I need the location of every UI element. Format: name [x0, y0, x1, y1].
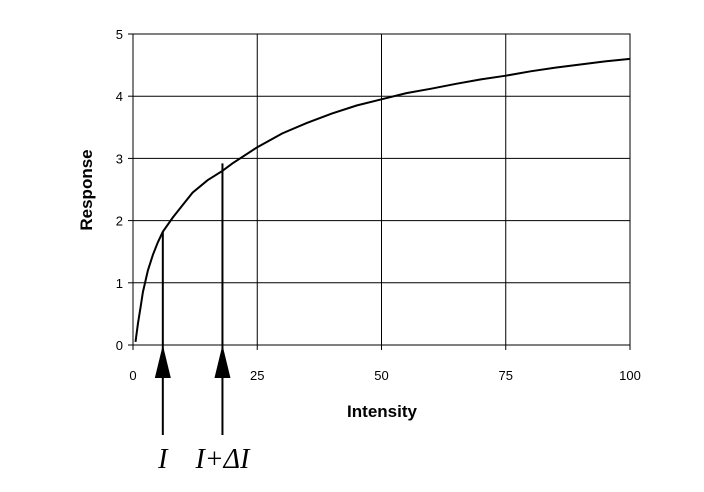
x-axis-ticks: 0 25 50 75 100	[129, 345, 641, 383]
y-tick-label: 3	[116, 151, 123, 166]
arrow-up-icon	[154, 345, 171, 378]
arrow-up-icon	[214, 345, 231, 378]
x-tick-label: 25	[250, 368, 264, 383]
x-tick-label: 0	[129, 368, 136, 383]
grid	[132, 33, 631, 346]
x-tick-label: 75	[499, 368, 513, 383]
x-axis-title: Intensity	[347, 402, 417, 421]
x-tick-label: 50	[374, 368, 388, 383]
y-tick-label: 2	[116, 214, 123, 229]
marker-label: I	[157, 444, 169, 475]
response-curve	[134, 57, 631, 343]
y-axis-ticks: 0 1 2 3 4 5	[116, 27, 133, 353]
y-tick-label: 4	[116, 89, 123, 104]
y-tick-label: 0	[116, 338, 123, 353]
y-axis-title: Response	[77, 149, 96, 230]
marker-label: I+ΔI	[194, 444, 251, 475]
annotations: I I+ΔI	[154, 163, 251, 475]
y-tick-label: 5	[116, 27, 123, 42]
x-tick-label: 100	[619, 368, 641, 383]
y-tick-label: 1	[116, 276, 123, 291]
